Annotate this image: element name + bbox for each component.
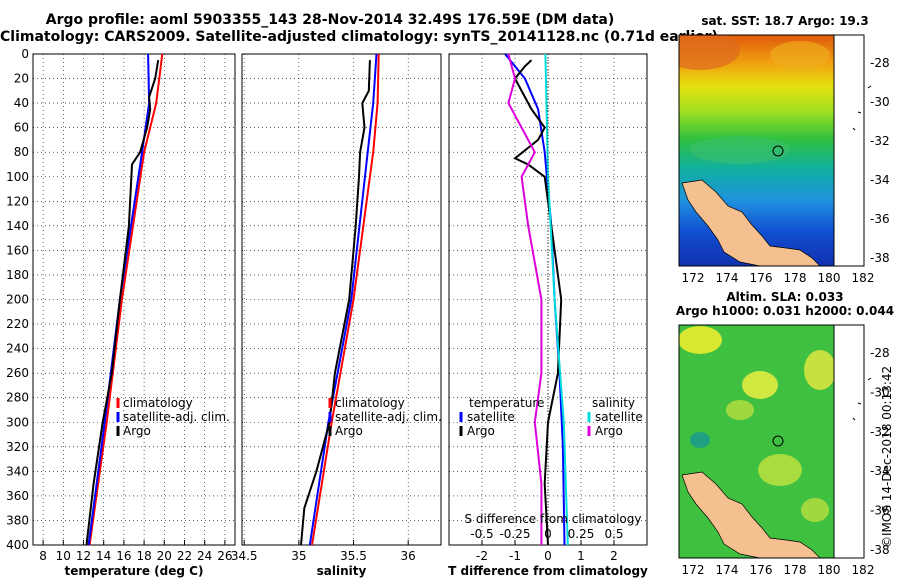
y-tick-label: 40 (14, 96, 29, 110)
chart-panel-difference: -2 -1 0 1 2T difference from climatology temp… (448, 53, 648, 578)
x-tick-label: 14 (96, 549, 111, 563)
x-tick-label: 36 (401, 549, 416, 563)
x-tick-label: 1 (577, 549, 585, 563)
x-tick-label: 26 (217, 549, 232, 563)
y-tick-label: 360 (6, 489, 29, 503)
legend-label: climatology (335, 396, 405, 410)
x-tick-label: 0 (544, 549, 552, 563)
x-tick-label: 35.5 (340, 549, 367, 563)
y-tick-label: 140 (6, 219, 29, 233)
x-tick-label: 10 (56, 549, 71, 563)
series-line-Argo (300, 60, 371, 546)
legend-title-salinity: salinity (592, 396, 635, 410)
y-tick-label: 100 (6, 170, 29, 184)
legend-label: satellite-adj. clim. (335, 410, 442, 424)
legend-label: climatology (123, 396, 193, 410)
y-tick-label: 60 (14, 121, 29, 135)
legend-label: satellite (595, 410, 643, 424)
y-tick-label: 180 (6, 268, 29, 282)
climatology-title: Climatology: CARS2009. Satellite-adjuste… (0, 29, 718, 45)
x-tick-label: 24 (197, 549, 212, 563)
axes-frame (32, 53, 236, 546)
top-x-tick-label: 0.25 (568, 527, 595, 541)
chart-panel-temperature: 8 10 12 14 16 18 20 22 24 26 temperature (deg C) 0 2… (6, 47, 236, 578)
y-tick-label: 0 (21, 47, 29, 61)
top-x-tick-label: 0.5 (604, 527, 623, 541)
axes-frame (241, 53, 442, 546)
series-line-Argo (85, 59, 160, 546)
top-x-tick-label: 0 (544, 527, 552, 541)
series-line-climatology (88, 53, 164, 546)
sst-map-title: sat. SST: 18.7 Argo: 19.3 (701, 14, 869, 28)
chart-panel-salinity: 34.5 35 35.5 36 salinity climatologysatellite… (231, 53, 442, 578)
sla-argo-title: Argo h1000: 0.031 h2000: 0.044 (675, 304, 895, 318)
legend-label: Argo (123, 424, 151, 438)
top-x-tick-label: -0.5 (470, 527, 493, 541)
x-tick-label: 18 (136, 549, 151, 563)
legend-label: satellite-adj. clim. (123, 410, 230, 424)
x-tick-label: -2 (476, 549, 488, 563)
top-x-axis-label: S difference from climatology (465, 512, 642, 526)
legend-title-temperature: temperature (469, 396, 544, 410)
y-tick-label: 340 (6, 464, 29, 478)
y-tick-label: 400 (6, 538, 29, 552)
y-tick-label: 300 (6, 415, 29, 429)
y-tick-label: 20 (14, 72, 29, 86)
x-axis-label: salinity (317, 564, 367, 578)
x-tick-label: 8 (39, 549, 47, 563)
x-tick-label: 12 (76, 549, 91, 563)
legend-label: Argo (335, 424, 363, 438)
y-tick-label: 200 (6, 293, 29, 307)
x-tick-label: 22 (177, 549, 192, 563)
series-line-salinity-satellite (544, 53, 569, 546)
y-tick-label: 380 (6, 513, 29, 527)
y-tick-label: 260 (6, 366, 29, 380)
imos-credit: ©IMOS 14-Dec-2018 00:13:42 (880, 365, 894, 548)
x-tick-label: 16 (116, 549, 131, 563)
x-axis-label: T difference from climatology (448, 564, 648, 578)
x-axis-label: temperature (deg C) (65, 564, 204, 578)
series-line-climatology (311, 53, 380, 546)
y-tick-label: 160 (6, 243, 29, 257)
series-line-salinity-Argo (507, 53, 543, 545)
series-line-satellite-adj-clim- (308, 53, 378, 546)
x-tick-label: 35 (291, 549, 306, 563)
x-tick-label: 34.5 (231, 549, 258, 563)
x-tick-label: 20 (157, 549, 172, 563)
x-tick-label: 2 (610, 549, 618, 563)
y-tick-label: 280 (6, 391, 29, 405)
sla-map-title: Altim. SLA: 0.033 (726, 290, 844, 304)
y-tick-label: 80 (14, 145, 29, 159)
x-tick-label: -1 (509, 549, 521, 563)
profile-title: Argo profile: aoml 5903355_143 28-Nov-20… (45, 12, 615, 28)
y-tick-label: 240 (6, 342, 29, 356)
legend-label: Argo (595, 424, 623, 438)
y-tick-label: 220 (6, 317, 29, 331)
legend-label: Argo (467, 424, 495, 438)
top-x-tick-label: -0.25 (499, 527, 530, 541)
legend-label: satellite (467, 410, 515, 424)
y-tick-label: 320 (6, 440, 29, 454)
series-line-temperature-Argo (513, 59, 563, 546)
y-tick-label: 120 (6, 194, 29, 208)
